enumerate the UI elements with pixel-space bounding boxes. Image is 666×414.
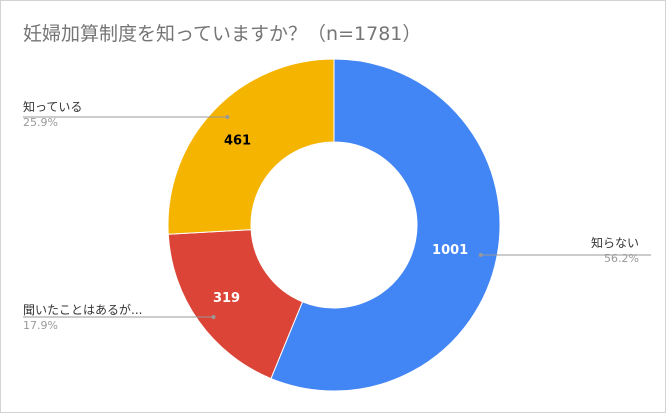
slice-label-0: 知らない	[591, 236, 639, 250]
slice-value-0: 1001	[432, 243, 468, 258]
chart-title: 妊婦加算制度を知っていますか？（n=1781）	[23, 23, 422, 45]
slice-0	[270, 58, 501, 392]
slice-1	[167, 229, 304, 380]
slice-percent-0: 56.2%	[604, 252, 639, 265]
slice-label-1: 聞いたことはあるが...	[23, 302, 142, 317]
slice-label-2: 知っている	[23, 100, 82, 114]
slice-value-2: 461	[224, 133, 251, 148]
slice-percent-1: 17.9%	[23, 319, 58, 332]
slice-2	[167, 58, 335, 235]
slice-percent-2: 25.9%	[23, 116, 58, 129]
slice-value-1: 319	[213, 291, 240, 306]
